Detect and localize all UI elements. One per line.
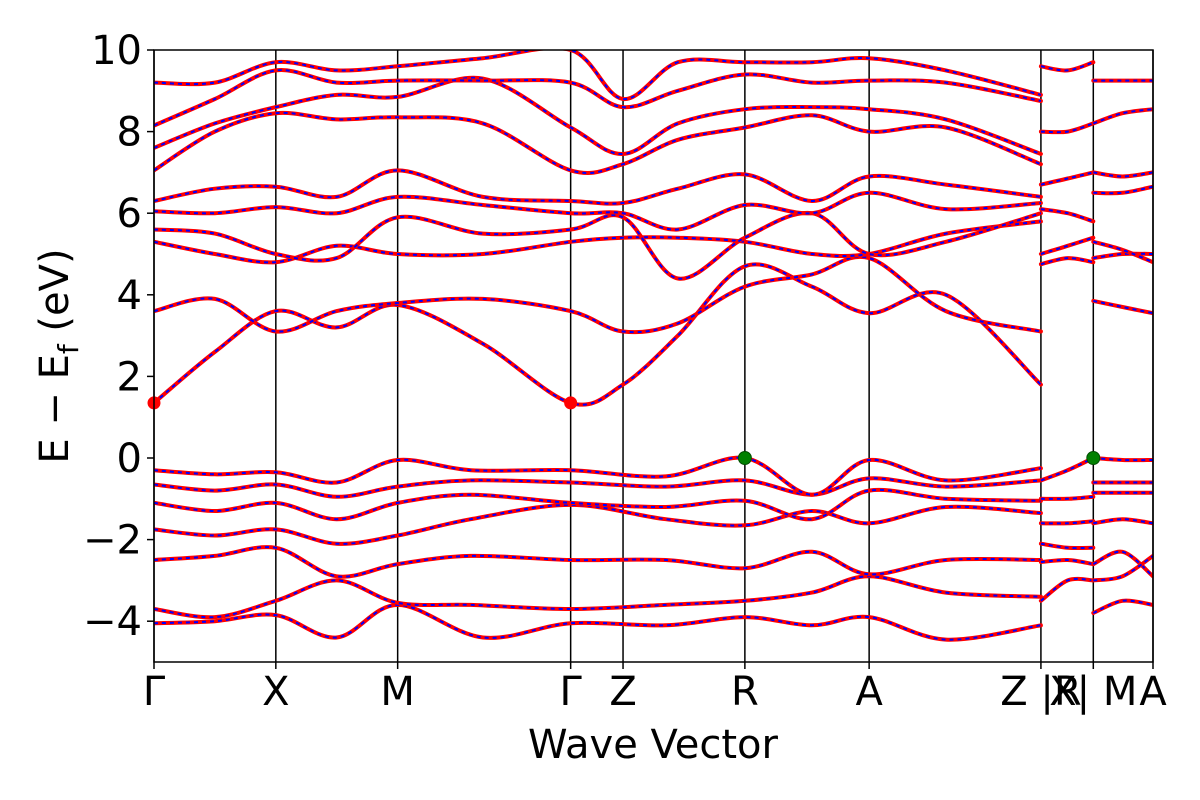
vbm-marker-1 (1086, 451, 1101, 465)
y-axis-label-subscript: f (52, 343, 85, 354)
band-line-overlay-26 (1040, 171, 1094, 186)
x-tick-label-8: X| M (1049, 669, 1137, 715)
band-line-41 (1091, 107, 1153, 126)
band-line-overlay-7 (154, 263, 1042, 406)
y-axis-label-unit: (eV) (32, 248, 78, 344)
band-line-38 (1091, 239, 1153, 265)
band-line-overlay-24 (1040, 236, 1094, 255)
plot-frame (153, 49, 1154, 663)
band-line-overlay-2 (154, 546, 1041, 578)
x-axis-label: Wave Vector (528, 722, 779, 768)
band-line-overlay-3 (154, 503, 1041, 545)
x-tick-label-3: Γ (560, 669, 583, 715)
band-line-overlay-8 (154, 255, 1042, 334)
band-line-overlay-13 (154, 111, 1042, 175)
band-line-overlay-18 (1040, 542, 1094, 550)
band-line-overlay-19 (1040, 520, 1094, 525)
y-tick-label-2: 0 (117, 436, 142, 482)
band-line-32 (1091, 517, 1153, 526)
band-line-10 (154, 210, 1043, 281)
x-tick-label-2: M (380, 669, 415, 715)
band-line-overlay-27 (1040, 122, 1094, 134)
band-line-overlay-25 (1040, 208, 1094, 223)
y-axis-label-main: E − E (32, 354, 78, 464)
y-tick-label-5: 6 (117, 191, 142, 237)
band-line-40 (1091, 170, 1153, 179)
y-tick-label-7: 10 (91, 28, 142, 74)
x-tick-label-9: A (1139, 669, 1167, 715)
y-tick-label-0: −4 (83, 599, 142, 645)
band-line-35 (1091, 598, 1153, 615)
y-tick-label-4: 4 (117, 273, 142, 319)
band-series (154, 50, 1153, 642)
band-line-overlay-23 (1040, 257, 1094, 266)
vbm-marker-0 (737, 451, 752, 465)
band-line-5 (154, 476, 1043, 499)
band-line-overlay-15 (154, 69, 1042, 127)
x-tick-label-1: X (262, 669, 289, 715)
band-line-4 (154, 487, 1043, 522)
band-line-overlay-11 (154, 191, 1041, 231)
cbm-marker-1 (564, 396, 578, 410)
band-line-overlay-20 (1040, 495, 1094, 500)
band-line-overlay-22 (1040, 577, 1094, 602)
x-tick-label-0: Γ (143, 669, 166, 715)
band-line-overlay-28 (1040, 61, 1094, 72)
y-tick-label-1: −2 (83, 518, 142, 564)
band-line-overlay-12 (154, 169, 1042, 205)
band-line-14 (154, 75, 1043, 157)
y-tick-label-6: 8 (117, 110, 142, 156)
band-line-overlay-17 (1040, 558, 1094, 566)
band-line-overlay-0 (154, 603, 1042, 641)
band-line-overlay-6 (154, 456, 1042, 496)
band-line-39 (1091, 184, 1153, 196)
x-tick-label-6: A (855, 669, 883, 715)
band-line-overlay-16 (154, 50, 1042, 101)
y-axis-label: E − Ef (eV) (32, 248, 85, 463)
extrema-markers (147, 396, 1101, 465)
band-line-overlay-33 (1092, 550, 1153, 578)
band-line-36 (1091, 298, 1153, 316)
y-tick-label-3: 2 (117, 354, 142, 400)
band-line-overlay-34 (1093, 555, 1153, 582)
band-line-37 (1091, 251, 1153, 261)
plot-area (154, 50, 1153, 662)
y-axis-ticks: −4 −2 0 2 4 6 8 10 (83, 28, 154, 645)
x-tick-label-5: R (731, 669, 759, 715)
x-tick-label-4: Z (609, 669, 636, 715)
x-tick-label-7: Z |R (1000, 669, 1081, 715)
